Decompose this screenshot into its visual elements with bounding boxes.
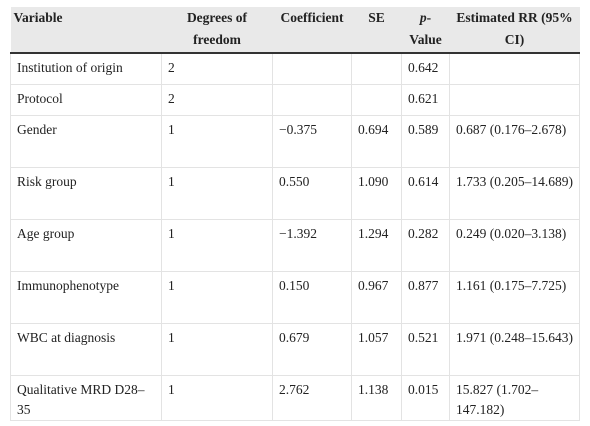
cell-estimated-rr: 1.971 (0.248–15.643) xyxy=(449,323,580,376)
table-row: Age group 1 −1.392 1.294 0.282 0.249 (0.020–3… xyxy=(10,219,580,272)
cell-coefficient xyxy=(272,53,352,85)
cell-p-value: 0.877 xyxy=(401,271,450,324)
cell-degrees-of-freedom: 1 xyxy=(161,375,273,421)
cell-estimated-rr xyxy=(449,53,580,85)
cell-coefficient: 0.150 xyxy=(272,271,352,324)
header-p-suffix: -Value xyxy=(409,10,442,47)
cell-coefficient: 0.550 xyxy=(272,167,352,220)
cell-degrees-of-freedom: 2 xyxy=(161,84,273,116)
cell-se: 1.294 xyxy=(351,219,402,272)
cell-se: 0.694 xyxy=(351,115,402,168)
cell-variable: Gender xyxy=(10,115,162,168)
cell-variable: Qualitative MRD D28–35 xyxy=(10,375,162,421)
cell-degrees-of-freedom: 1 xyxy=(161,219,273,272)
header-p-italic: p xyxy=(419,10,427,25)
table-row: Risk group 1 0.550 1.090 0.614 1.733 (0.205–1… xyxy=(10,167,580,220)
cell-se xyxy=(351,53,402,85)
cell-estimated-rr: 0.687 (0.176–2.678) xyxy=(449,115,580,168)
cell-se: 1.057 xyxy=(351,323,402,376)
cell-p-value: 0.589 xyxy=(401,115,450,168)
cell-estimated-rr xyxy=(449,84,580,116)
cell-p-value: 0.642 xyxy=(401,53,450,85)
cell-variable: Age group xyxy=(10,219,162,272)
cell-se: 0.967 xyxy=(351,271,402,324)
regression-results-table: Variable Degrees of freedom Coefficient … xyxy=(10,7,580,421)
header-row: Variable Degrees of freedom Coefficient … xyxy=(10,7,580,54)
cell-coefficient: 2.762 xyxy=(272,375,352,421)
cell-coefficient: −1.392 xyxy=(272,219,352,272)
cell-degrees-of-freedom: 1 xyxy=(161,167,273,220)
header-estimated-rr: Estimated RR (95% CI) xyxy=(449,7,580,54)
header-degrees-of-freedom: Degrees of freedom xyxy=(161,7,273,54)
header-variable: Variable xyxy=(10,7,162,54)
cell-p-value: 0.614 xyxy=(401,167,450,220)
header-coefficient: Coefficient xyxy=(272,7,352,54)
cell-p-value: 0.015 xyxy=(401,375,450,421)
cell-coefficient: −0.375 xyxy=(272,115,352,168)
cell-degrees-of-freedom: 1 xyxy=(161,115,273,168)
cell-se: 1.138 xyxy=(351,375,402,421)
cell-variable: Protocol xyxy=(10,84,162,116)
table-row: Qualitative MRD D28–35 1 2.762 1.138 0.015 15… xyxy=(10,375,580,421)
cell-coefficient: 0.679 xyxy=(272,323,352,376)
cell-se xyxy=(351,84,402,116)
cell-estimated-rr: 15.827 (1.702–147.182) xyxy=(449,375,580,421)
cell-degrees-of-freedom: 2 xyxy=(161,53,273,85)
cell-estimated-rr: 1.733 (0.205–14.689) xyxy=(449,167,580,220)
cell-p-value: 0.621 xyxy=(401,84,450,116)
table-row: Immunophenotype 1 0.150 0.967 0.877 1.161 (0.… xyxy=(10,271,580,324)
table-row: Protocol 2 0.621 xyxy=(10,84,580,116)
cell-degrees-of-freedom: 1 xyxy=(161,323,273,376)
table-row: WBC at diagnosis 1 0.679 1.057 0.521 1.971 (0… xyxy=(10,323,580,376)
cell-variable: WBC at diagnosis xyxy=(10,323,162,376)
cell-p-value: 0.521 xyxy=(401,323,450,376)
header-se: SE xyxy=(351,7,402,54)
header-p-value: p-Value xyxy=(401,7,450,54)
results-table-container: Variable Degrees of freedom Coefficient … xyxy=(10,7,580,421)
cell-variable: Immunophenotype xyxy=(10,271,162,324)
cell-estimated-rr: 1.161 (0.175–7.725) xyxy=(449,271,580,324)
cell-coefficient xyxy=(272,84,352,116)
cell-variable: Risk group xyxy=(10,167,162,220)
cell-p-value: 0.282 xyxy=(401,219,450,272)
table-row: Gender 1 −0.375 0.694 0.589 0.687 (0.176–2.67… xyxy=(10,115,580,168)
cell-variable: Institution of origin xyxy=(10,53,162,85)
cell-degrees-of-freedom: 1 xyxy=(161,271,273,324)
cell-se: 1.090 xyxy=(351,167,402,220)
cell-estimated-rr: 0.249 (0.020–3.138) xyxy=(449,219,580,272)
table-row: Institution of origin 2 0.642 xyxy=(10,53,580,85)
